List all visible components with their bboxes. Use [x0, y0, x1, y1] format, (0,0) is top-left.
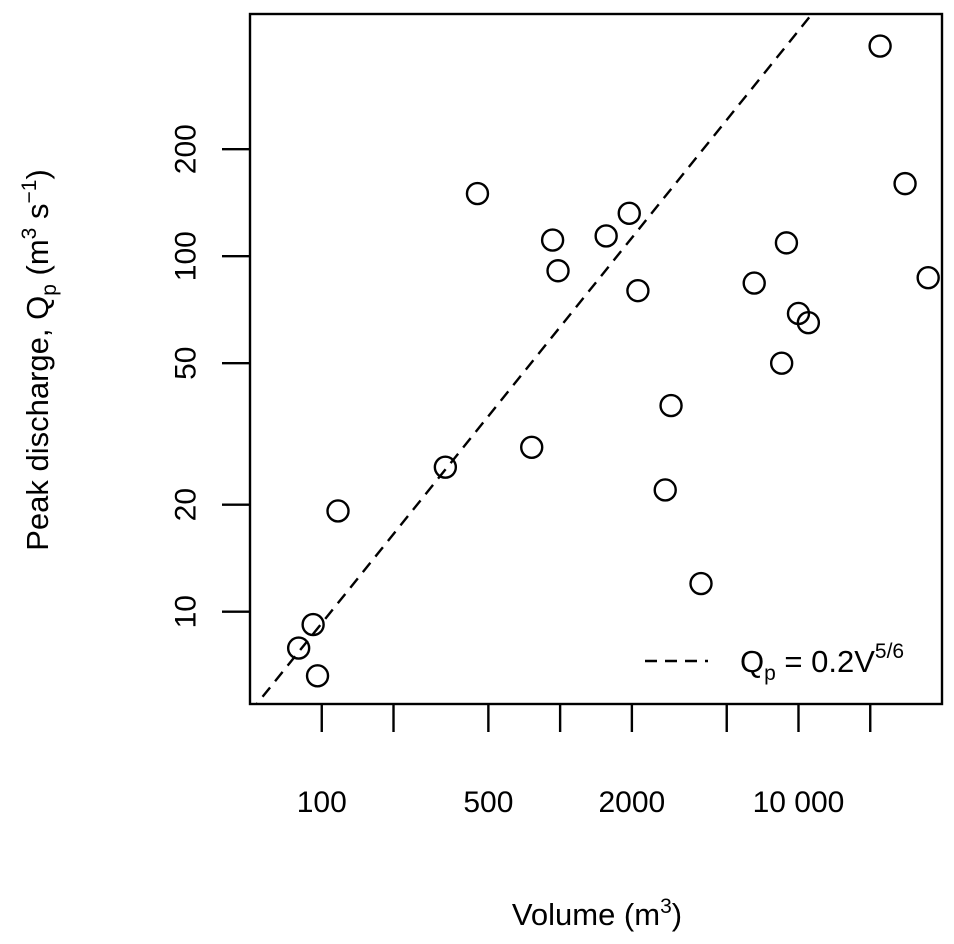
y-tick-label: 200 — [170, 124, 203, 174]
data-point — [868, 34, 892, 58]
x-axis-label: Volume (m3) — [512, 895, 682, 932]
data-point — [301, 612, 325, 637]
x-tick-label: 500 — [463, 786, 513, 819]
data-point — [626, 278, 650, 303]
y-tick-label: 100 — [170, 231, 203, 281]
data-point — [916, 265, 940, 290]
y-tick-label: 50 — [170, 347, 203, 380]
fit-line-path — [256, 15, 813, 703]
x-tick-label: 100 — [297, 786, 347, 819]
x-axis: 100 500 2000 10 000 — [297, 704, 872, 819]
data-point — [769, 351, 794, 375]
data-point — [689, 571, 713, 596]
data-point — [546, 259, 570, 283]
data-point — [594, 224, 618, 248]
fit-line — [256, 15, 813, 703]
data-points — [286, 34, 940, 688]
x-tick-label: 10 000 — [753, 786, 845, 819]
data-point — [774, 231, 799, 255]
data-point — [742, 271, 766, 295]
y-axis: 10 20 50 100 200 — [170, 124, 250, 628]
plot-area — [248, 12, 944, 706]
data-point — [465, 181, 490, 206]
data-point — [305, 664, 330, 688]
data-point — [540, 228, 565, 252]
data-point — [433, 455, 458, 479]
data-point — [659, 393, 683, 418]
legend: Qp = 0.2V5/6 — [645, 640, 904, 685]
y-tick-label: 10 — [170, 595, 203, 628]
data-point — [796, 310, 821, 335]
data-point — [326, 499, 350, 523]
y-tick-label: 20 — [170, 488, 203, 521]
data-point — [893, 171, 917, 196]
y-axis-label: Peak discharge, Qp (m3 s−1) — [18, 169, 61, 551]
legend-label: Qp = 0.2V5/6 — [740, 640, 904, 685]
data-point — [286, 636, 311, 660]
data-point — [520, 435, 544, 460]
x-tick-label: 2000 — [599, 786, 666, 819]
data-point — [617, 201, 641, 226]
data-point — [653, 478, 677, 502]
